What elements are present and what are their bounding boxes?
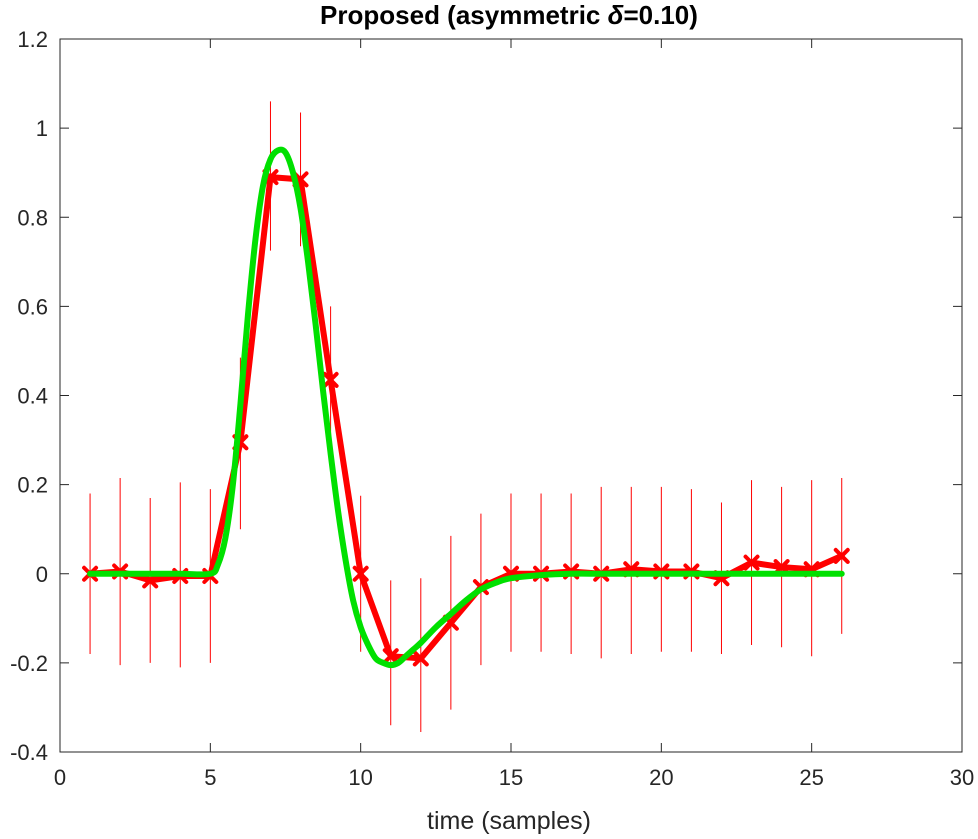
estimate-marker — [833, 547, 850, 564]
marker-stroke — [442, 614, 459, 631]
title-suffix: =0.10) — [623, 0, 697, 30]
estimate-line — [87, 174, 845, 662]
x-tick-label: 20 — [649, 765, 673, 790]
x-tick-label: 10 — [348, 765, 372, 790]
marker-stroke — [382, 648, 399, 665]
x-tick-label: 15 — [499, 765, 523, 790]
estimate-marker — [382, 648, 399, 665]
x-tick-label: 0 — [54, 765, 66, 790]
y-tick-label: 0 — [36, 562, 48, 587]
marker-stroke — [833, 547, 850, 564]
title-symbol: δ — [608, 0, 624, 30]
marker-stroke — [352, 565, 369, 582]
y-tick-label: 1 — [36, 116, 48, 141]
x-tick-label: 30 — [950, 765, 974, 790]
y-tick-label: -0.4 — [10, 740, 48, 765]
x-tick-label: 5 — [204, 765, 216, 790]
estimate-marker — [743, 554, 760, 571]
estimate-marker — [322, 371, 339, 388]
estimate-marker — [412, 650, 429, 667]
y-tick-label: 0.4 — [17, 384, 48, 409]
y-tick-label: 0.2 — [17, 473, 48, 498]
true-pulse-line — [87, 146, 845, 669]
estimate-marker — [352, 565, 369, 582]
chart-title: Proposed (asymmetric δ=0.10) — [320, 0, 698, 30]
y-tick-label: -0.2 — [10, 651, 48, 676]
y-tick-label: 0.6 — [17, 294, 48, 319]
marker-stroke — [743, 554, 760, 571]
x-axis-label: time (samples) — [427, 807, 591, 835]
x-tick-label: 25 — [799, 765, 823, 790]
marker-stroke — [412, 650, 429, 667]
marker-stroke — [322, 371, 339, 388]
y-tick-label: 1.2 — [17, 27, 48, 52]
plot-area: 0 5 10 15 20 25 30 -0.4 -0.2 0 0.2 0.4 0.6 0.8 1 1.2 — [10, 27, 974, 790]
title-prefix: Proposed (asymmetric — [320, 0, 608, 30]
y-tick-label: 0.8 — [17, 205, 48, 230]
